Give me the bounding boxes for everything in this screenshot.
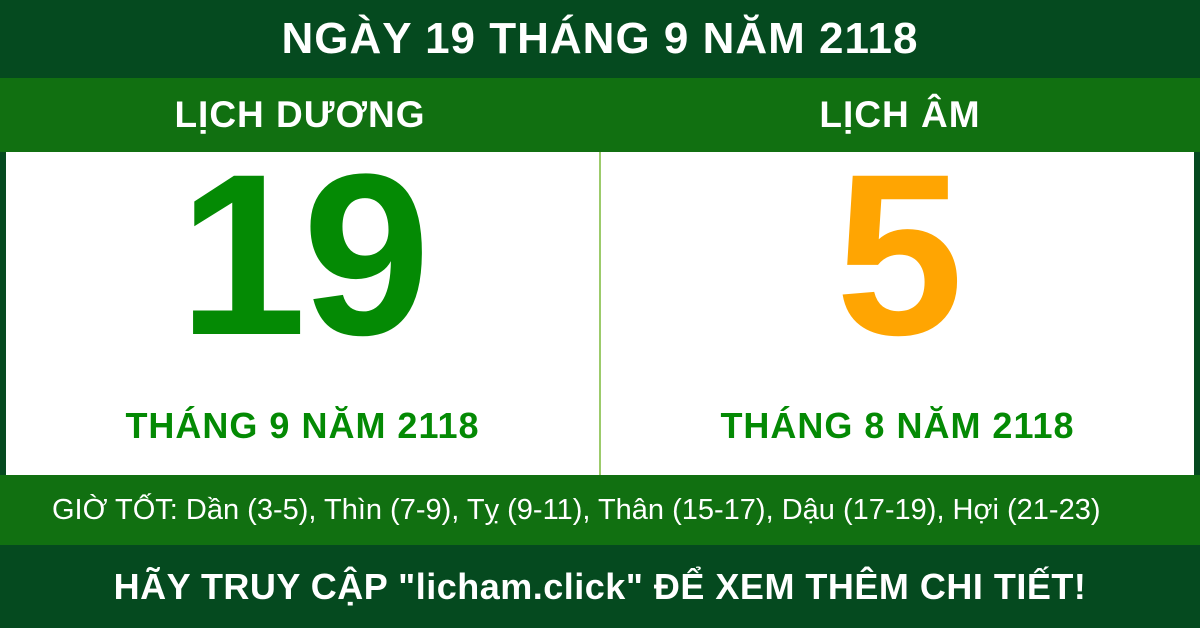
solar-day-number: 19 (178, 126, 431, 383)
lunar-month-label: THÁNG 8 NĂM 2118 (720, 404, 1075, 446)
calendar-type-band: LỊCH DƯƠNG LỊCH ÂM (0, 78, 1200, 152)
footer-cta-text: HÃY TRUY CẬP "licham.click" ĐỂ XEM THÊM … (113, 565, 1087, 607)
calendar-panels: 19 THÁNG 9 NĂM 2118 5 THÁNG 8 NĂM 2118 (0, 140, 1200, 475)
lunar-panel: 5 THÁNG 8 NĂM 2118 (601, 140, 1194, 475)
solar-month-label: THÁNG 9 NĂM 2118 (125, 404, 480, 446)
header-band: NGÀY 19 THÁNG 9 NĂM 2118 (0, 0, 1200, 78)
solar-panel: 19 THÁNG 9 NĂM 2118 (6, 140, 599, 475)
solar-calendar-label: LỊCH DƯƠNG (174, 94, 426, 135)
footer-band: HÃY TRUY CẬP "licham.click" ĐỂ XEM THÊM … (0, 545, 1200, 628)
panel-divider (599, 152, 601, 475)
good-hours-band: GIỜ TỐT: Dần (3-5), Thìn (7-9), Tỵ (9-11… (0, 475, 1200, 545)
lunar-calendar-label: LỊCH ÂM (819, 94, 981, 135)
good-hours-text: GIỜ TỐT: Dần (3-5), Thìn (7-9), Tỵ (9-11… (52, 493, 1101, 526)
page-title: NGÀY 19 THÁNG 9 NĂM 2118 (281, 14, 919, 63)
lunar-day-number: 5 (835, 126, 964, 383)
